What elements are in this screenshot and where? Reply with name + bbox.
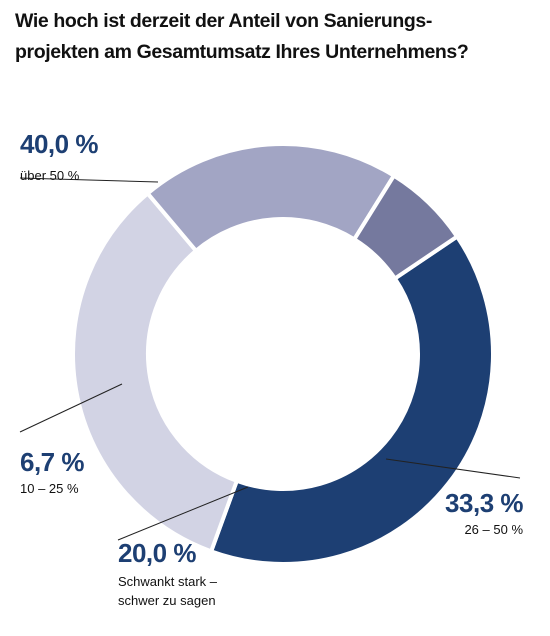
category-label-10-25: 10 – 25 % — [20, 481, 79, 496]
leader-line-varies — [117, 486, 249, 541]
value-label-over50: 40,0 % — [20, 129, 98, 159]
value-label-26-50: 33,3 % — [445, 488, 523, 518]
category-label-26-50: 26 – 50 % — [464, 522, 523, 537]
donut-slices — [71, 142, 495, 566]
chart-title-line-1: Wie hoch ist derzeit der Anteil von Sani… — [15, 10, 432, 32]
leader-line-10-25 — [19, 383, 123, 433]
slice-10-25 — [351, 172, 460, 282]
slice-26-50 — [71, 190, 240, 554]
slice-over50 — [208, 233, 495, 566]
leader-line-over50 — [19, 177, 159, 183]
category-label-over50: über 50 % — [20, 168, 80, 183]
chart-title-line-2: projekten am Gesamtumsatz Ihres Unterneh… — [15, 41, 469, 63]
chart-title: Wie hoch ist derzeit der Anteil von Sani… — [15, 6, 535, 68]
leader-lines — [19, 177, 521, 541]
value-label-10-25: 6,7 % — [20, 447, 84, 477]
slice-labels: 40,0 % über 50 % 33,3 % 26 – 50 % 20,0 % Schw… — [20, 129, 524, 608]
value-label-varies: 20,0 % — [118, 538, 196, 568]
category-label-varies: Schwankt stark – — [118, 574, 218, 589]
leader-line-26-50 — [385, 458, 521, 479]
category-label-varies-line-2: schwer zu sagen — [118, 593, 216, 608]
